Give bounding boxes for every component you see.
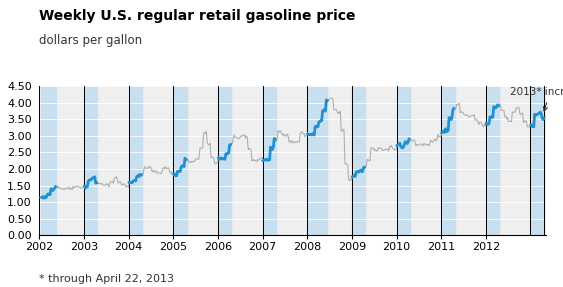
Bar [262,86,276,235]
Bar [352,86,365,235]
Text: * through April 22, 2013: * through April 22, 2013 [39,274,175,284]
Bar [173,86,187,235]
Bar [129,86,142,235]
Bar [396,86,410,235]
Bar [41,86,56,235]
Text: Weekly U.S. regular retail gasoline price: Weekly U.S. regular retail gasoline pric… [39,9,356,23]
Bar [530,86,544,235]
Bar [441,86,454,235]
Text: dollars per gallon: dollars per gallon [39,34,142,47]
Text: 2013* increase: 2013* increase [511,87,563,111]
Bar [218,86,231,235]
Bar [486,86,499,235]
Bar [84,86,97,235]
Bar [307,86,327,235]
